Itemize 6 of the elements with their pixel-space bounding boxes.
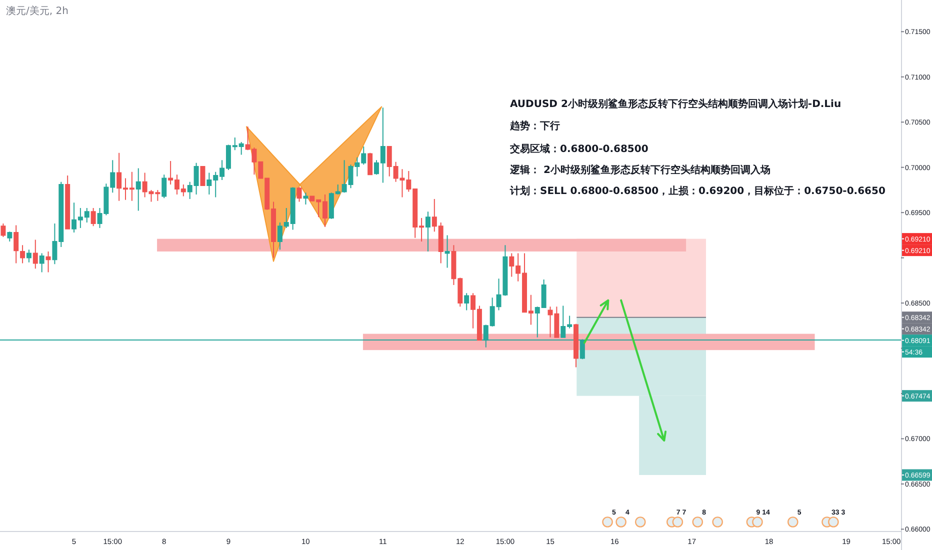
annotation: 趋势：下行 xyxy=(509,120,560,132)
text: 澳元/美元, 2h xyxy=(6,5,68,17)
annotation: 计划：SELL 0.6800-0.68500，止损：0.69200，目标位于：0.6750-0.6650 xyxy=(509,185,886,197)
annotation: 逻辑： 2小时级别鲨鱼形态反转下行空头结构顺势回调入场 xyxy=(509,164,770,176)
annotation: 交易区域：0.6800-0.68500 xyxy=(509,143,648,155)
annotation: AUDUSD 2小时级别鲨鱼形态反转下行空头结构顺势回调入场计划-D.Liu xyxy=(510,98,842,110)
